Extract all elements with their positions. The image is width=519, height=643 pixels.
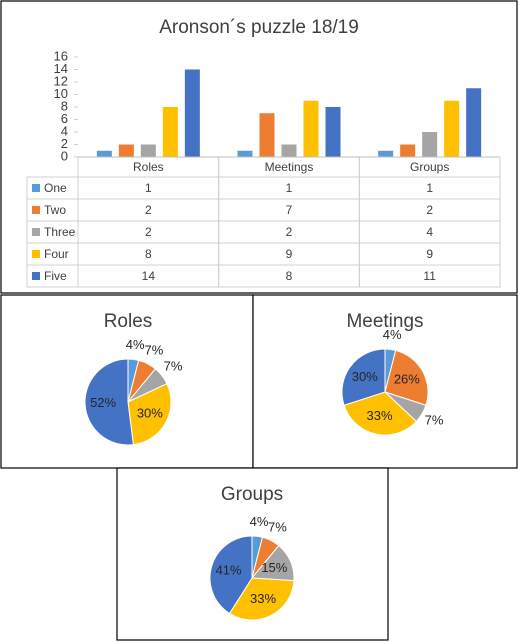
pie-label: 15% [261, 560, 287, 575]
legend-label: Three [44, 225, 76, 239]
table-value: 2 [145, 203, 152, 217]
pie-label: 30% [352, 369, 378, 384]
pie-label: 41% [216, 563, 242, 578]
legend-key [32, 184, 40, 192]
table-value: 1 [426, 181, 433, 195]
y-tick-label: 10 [54, 86, 68, 101]
table-value: 1 [145, 181, 152, 195]
table-header: Roles [133, 160, 164, 174]
bar [422, 132, 438, 157]
y-tick-label: 2 [61, 136, 68, 151]
pie-title: Groups [221, 484, 283, 505]
table-value: 7 [286, 203, 293, 217]
bar [378, 150, 394, 157]
pie-label: 4% [126, 337, 145, 352]
table-value: 4 [426, 225, 433, 239]
table-header: Meetings [265, 160, 314, 174]
pie-label: 52% [90, 395, 116, 410]
y-tick-label: 8 [61, 98, 68, 113]
table-value: 9 [426, 247, 433, 261]
table-value: 1 [286, 181, 293, 195]
bar [162, 107, 178, 157]
table-value: 9 [286, 247, 293, 261]
pie-slice [343, 391, 418, 436]
pie-label: 26% [394, 371, 420, 386]
bar [118, 144, 134, 157]
y-tick-label: 6 [61, 111, 68, 126]
table-value: 11 [423, 269, 436, 283]
legend-label: Two [44, 203, 66, 217]
bar [400, 144, 416, 157]
legend-key [32, 250, 40, 258]
y-tick-label: 4 [61, 123, 68, 138]
pie-slice [341, 348, 386, 406]
pie-slice [209, 535, 253, 615]
pie-label: 7% [164, 359, 183, 374]
pie-slice [127, 383, 172, 446]
legend-label: Five [44, 269, 67, 283]
pie-label: 4% [383, 327, 402, 342]
pie-slice [84, 358, 134, 446]
pie-label: 7% [144, 343, 163, 358]
y-tick-label: 14 [54, 61, 68, 76]
legend-key [32, 272, 40, 280]
legend-label: One [44, 181, 67, 195]
table-value: 8 [286, 269, 293, 283]
bar [303, 100, 319, 157]
legend-key [32, 206, 40, 214]
y-tick-label: 12 [54, 73, 68, 88]
bar [140, 144, 156, 157]
bar [237, 150, 253, 157]
bar [325, 107, 341, 157]
bar [466, 88, 482, 157]
pie-label: 33% [250, 591, 276, 606]
table-value: 14 [142, 269, 156, 283]
pie-title: Roles [104, 311, 153, 332]
table-value: 8 [145, 247, 152, 261]
bar [96, 150, 112, 157]
pie-slice [384, 349, 429, 406]
y-tick-label: 0 [61, 148, 68, 163]
pie-label: 30% [137, 405, 163, 420]
table-value: 2 [426, 203, 433, 217]
pie-title: Meetings [346, 311, 423, 332]
table-value: 2 [286, 225, 293, 239]
legend-label: Four [44, 247, 69, 261]
pie-label: 7% [425, 412, 444, 427]
pie-label: 33% [367, 408, 393, 423]
chart-title: Aronson´s puzzle 18/19 [159, 17, 359, 38]
pie-label: 7% [268, 520, 287, 535]
table-value: 2 [145, 225, 152, 239]
bar [259, 113, 275, 157]
bar [184, 69, 200, 157]
y-tick-label: 16 [54, 48, 68, 63]
legend-key [32, 228, 40, 236]
bar [444, 100, 460, 157]
table-header: Groups [410, 160, 449, 174]
pie-label: 4% [250, 514, 269, 529]
bar [281, 144, 297, 157]
